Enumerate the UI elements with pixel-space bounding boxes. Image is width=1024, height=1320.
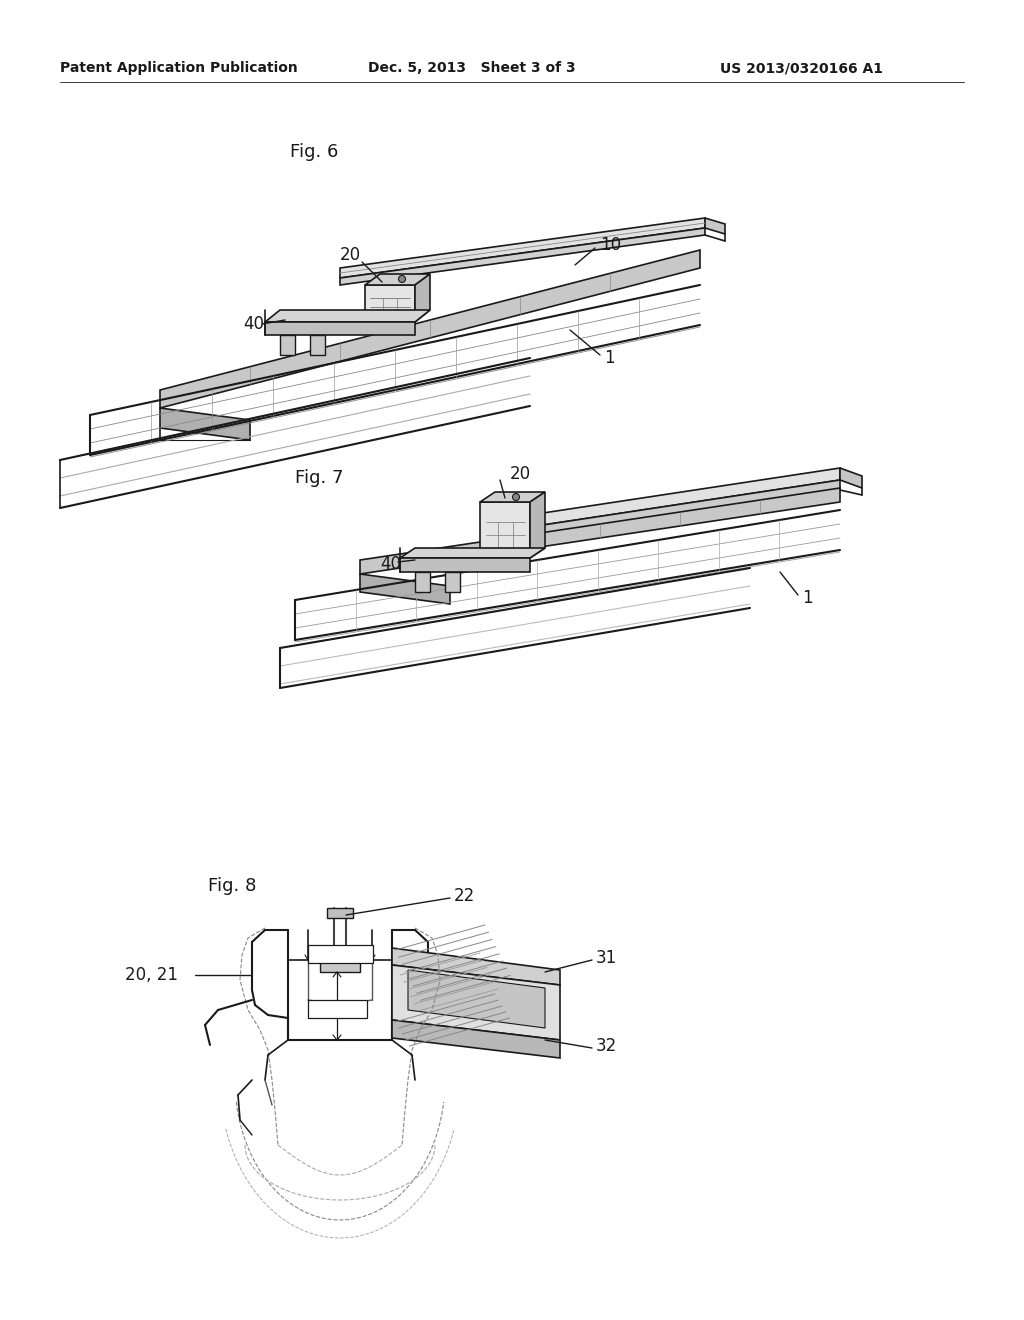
Text: Fig. 8: Fig. 8	[208, 876, 256, 895]
Text: 32: 32	[596, 1038, 617, 1055]
Circle shape	[398, 276, 406, 282]
Text: 1: 1	[604, 348, 614, 367]
Polygon shape	[510, 469, 840, 531]
Circle shape	[512, 494, 519, 500]
Polygon shape	[340, 218, 705, 279]
Polygon shape	[705, 218, 725, 234]
Polygon shape	[480, 492, 545, 502]
Polygon shape	[365, 285, 415, 322]
Polygon shape	[360, 488, 840, 574]
Text: Patent Application Publication: Patent Application Publication	[60, 61, 298, 75]
Polygon shape	[310, 335, 325, 355]
Text: 6 mm: 6 mm	[319, 1002, 354, 1015]
Polygon shape	[530, 492, 545, 558]
Text: 1: 1	[802, 589, 813, 607]
Polygon shape	[265, 322, 415, 335]
Text: 22: 22	[454, 887, 475, 906]
Polygon shape	[265, 310, 430, 322]
Text: 40: 40	[243, 315, 264, 333]
Polygon shape	[840, 469, 862, 488]
Text: 6.4 mm: 6.4 mm	[317, 946, 362, 960]
Polygon shape	[160, 249, 700, 408]
Text: 10: 10	[600, 236, 622, 253]
Polygon shape	[392, 948, 560, 985]
Polygon shape	[400, 548, 545, 558]
Text: 20: 20	[510, 465, 531, 483]
Text: 31: 31	[596, 949, 617, 968]
Text: Fig. 7: Fig. 7	[295, 469, 343, 487]
Text: 20, 21: 20, 21	[125, 966, 178, 983]
Text: US 2013/0320166 A1: US 2013/0320166 A1	[720, 61, 883, 75]
Polygon shape	[415, 275, 430, 322]
Polygon shape	[510, 480, 840, 540]
Polygon shape	[400, 558, 530, 572]
Polygon shape	[408, 970, 545, 1028]
Polygon shape	[445, 572, 460, 591]
FancyBboxPatch shape	[307, 999, 367, 1018]
Polygon shape	[319, 958, 360, 972]
Text: 40: 40	[380, 554, 401, 573]
Polygon shape	[327, 908, 353, 917]
Polygon shape	[392, 965, 560, 1040]
Text: Fig. 6: Fig. 6	[290, 143, 338, 161]
Text: 20: 20	[340, 246, 361, 264]
Polygon shape	[392, 1020, 560, 1059]
Polygon shape	[340, 228, 705, 285]
Text: Dec. 5, 2013   Sheet 3 of 3: Dec. 5, 2013 Sheet 3 of 3	[368, 61, 575, 75]
Polygon shape	[360, 574, 450, 605]
Polygon shape	[415, 572, 430, 591]
FancyBboxPatch shape	[307, 945, 373, 962]
Polygon shape	[160, 408, 250, 440]
Polygon shape	[365, 275, 430, 285]
Polygon shape	[480, 502, 530, 558]
Polygon shape	[280, 335, 295, 355]
